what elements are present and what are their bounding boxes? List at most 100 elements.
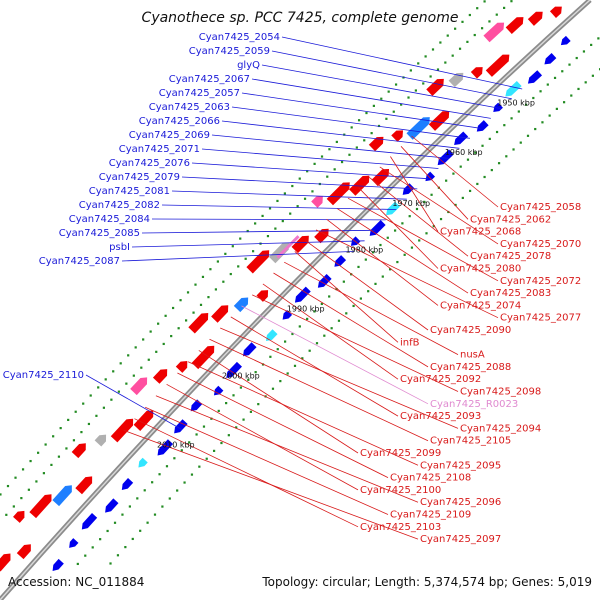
gene-label[interactable]: Cyan7425_2072 bbox=[500, 276, 581, 287]
gene-label[interactable]: Cyan7425_2105 bbox=[430, 436, 511, 447]
gene-label[interactable]: Cyan7425_2085 bbox=[59, 228, 140, 239]
gene-label[interactable]: Cyan7425_2068 bbox=[440, 227, 521, 238]
gene-label[interactable]: Cyan7425_2088 bbox=[430, 362, 511, 373]
gene-label[interactable]: Cyan7425_2093 bbox=[400, 411, 481, 422]
gene-label[interactable]: Cyan7425_2098 bbox=[460, 387, 541, 398]
gene-label[interactable]: Cyan7425_2108 bbox=[390, 473, 471, 484]
gene-feature bbox=[29, 494, 52, 519]
leader-line bbox=[305, 240, 429, 331]
tick-dot bbox=[162, 342, 165, 346]
tick-dot bbox=[335, 287, 338, 291]
tick-dot bbox=[591, 74, 594, 77]
tick-dot bbox=[562, 101, 566, 104]
gene-label[interactable]: Cyan7425_2103 bbox=[360, 522, 441, 533]
gene-label[interactable]: nusA bbox=[460, 350, 485, 361]
leader-line bbox=[231, 106, 470, 139]
tick-dot bbox=[168, 497, 171, 500]
kbp-tick-label: 1980 kbp bbox=[346, 245, 384, 254]
tick-dot bbox=[224, 252, 227, 255]
leader-line bbox=[241, 305, 429, 405]
gene-label[interactable]: Cyan7425_2096 bbox=[420, 497, 501, 508]
gene-feature bbox=[175, 361, 188, 373]
gene-label[interactable]: Cyan7425_2079 bbox=[99, 172, 180, 183]
tick-dot bbox=[283, 340, 287, 343]
gene-label[interactable]: Cyan7425_2054 bbox=[199, 32, 280, 43]
gene-label[interactable]: Cyan7425_2066 bbox=[139, 116, 220, 127]
gene-feature bbox=[483, 22, 505, 43]
gene-label[interactable]: Cyan7425_2069 bbox=[129, 130, 210, 141]
leader-line bbox=[284, 261, 459, 355]
tick-dot bbox=[582, 50, 586, 53]
gene-label[interactable]: Cyan7425_2110 bbox=[3, 370, 84, 381]
gene-label[interactable]: Cyan7425_2092 bbox=[400, 374, 481, 385]
leader-line bbox=[134, 418, 359, 528]
gene-label[interactable]: Cyan7425_2067 bbox=[169, 74, 250, 85]
tick-dot bbox=[454, 27, 457, 30]
tick-dot bbox=[461, 196, 464, 200]
tick-dot bbox=[483, 175, 486, 179]
gene-label[interactable]: glyQ bbox=[237, 60, 260, 71]
tick-dot bbox=[198, 465, 201, 468]
leader-line bbox=[221, 120, 460, 149]
gene-feature bbox=[157, 439, 174, 456]
tick-dot bbox=[274, 227, 277, 230]
gene-label[interactable]: Cyan7425_R0023 bbox=[430, 399, 518, 410]
gene-labels: Cyan7425_2054 Cyan7425_2059 glyQ Cyan7425_2… bbox=[3, 32, 582, 545]
gene-label[interactable]: Cyan7425_2082 bbox=[79, 200, 160, 211]
gene-label[interactable]: infB bbox=[400, 337, 420, 348]
leader-line bbox=[181, 176, 418, 190]
gene-feature bbox=[152, 369, 168, 384]
tick-dot bbox=[337, 319, 341, 322]
tick-dot bbox=[306, 317, 309, 321]
tick-dot bbox=[483, 0, 486, 3]
tick-dot bbox=[355, 146, 358, 149]
leader-line bbox=[411, 135, 499, 208]
gene-label[interactable]: Cyan7425_2070 bbox=[500, 239, 581, 250]
gene-label[interactable]: psbI bbox=[109, 242, 130, 253]
tick-dot bbox=[303, 197, 307, 200]
tick-dot bbox=[386, 236, 389, 239]
gene-label[interactable]: Cyan7425_2090 bbox=[430, 325, 511, 336]
gene-label[interactable]: Cyan7425_2100 bbox=[360, 485, 441, 496]
gene-label[interactable]: Cyan7425_2077 bbox=[500, 313, 581, 324]
tick-dot bbox=[246, 229, 249, 233]
gene-label[interactable]: Cyan7425_2099 bbox=[360, 448, 441, 459]
gene-label[interactable]: Cyan7425_2078 bbox=[470, 251, 551, 262]
gene-label[interactable]: Cyan7425_2071 bbox=[119, 144, 200, 155]
gene-label[interactable]: Cyan7425_2081 bbox=[89, 186, 170, 197]
gene-label[interactable]: Cyan7425_2095 bbox=[420, 460, 501, 471]
gene-label[interactable]: Cyan7425_2083 bbox=[470, 288, 551, 299]
gene-label[interactable]: Cyan7425_2059 bbox=[189, 46, 270, 57]
gene-label[interactable]: Cyan7425_2074 bbox=[440, 300, 521, 311]
gene-label[interactable]: Cyan7425_2094 bbox=[460, 423, 541, 434]
leader-line bbox=[123, 429, 419, 540]
gene-label[interactable]: Cyan7425_2097 bbox=[420, 534, 501, 545]
gene-label[interactable]: Cyan7425_2084 bbox=[69, 214, 150, 225]
gene-label[interactable]: Cyan7425_2058 bbox=[500, 202, 581, 213]
gene-label[interactable]: Cyan7425_2063 bbox=[149, 102, 230, 113]
gene-label[interactable]: Cyan7425_2109 bbox=[390, 510, 471, 521]
gene-feature bbox=[242, 342, 257, 357]
tick-dot bbox=[348, 153, 351, 156]
tick-dot bbox=[222, 280, 225, 283]
tick-dot bbox=[109, 562, 112, 565]
tick-dot bbox=[357, 119, 361, 122]
gene-label[interactable]: Cyan7425_2057 bbox=[159, 88, 240, 99]
tick-dot bbox=[76, 562, 79, 566]
tick-dot bbox=[459, 165, 462, 168]
tick-dot bbox=[423, 200, 426, 203]
gene-feature bbox=[226, 361, 242, 378]
gene-label[interactable]: Cyan7425_2062 bbox=[470, 214, 551, 225]
gene-feature bbox=[110, 418, 134, 443]
tick-dot bbox=[510, 117, 513, 120]
leader-line bbox=[379, 166, 499, 245]
tick-dot bbox=[184, 319, 188, 322]
tick-dot bbox=[365, 111, 368, 115]
gene-label[interactable]: Cyan7425_2076 bbox=[109, 158, 190, 169]
gene-feature bbox=[138, 457, 148, 468]
gene-label[interactable]: Cyan7425_2087 bbox=[39, 256, 120, 267]
leader-line bbox=[358, 187, 439, 269]
gene-label[interactable]: Cyan7425_2080 bbox=[440, 264, 521, 275]
kbp-tick-labels: 1950 kbp 1960 kbp 1970 kbp 1980 kbp 1990 kbp… bbox=[157, 99, 535, 450]
